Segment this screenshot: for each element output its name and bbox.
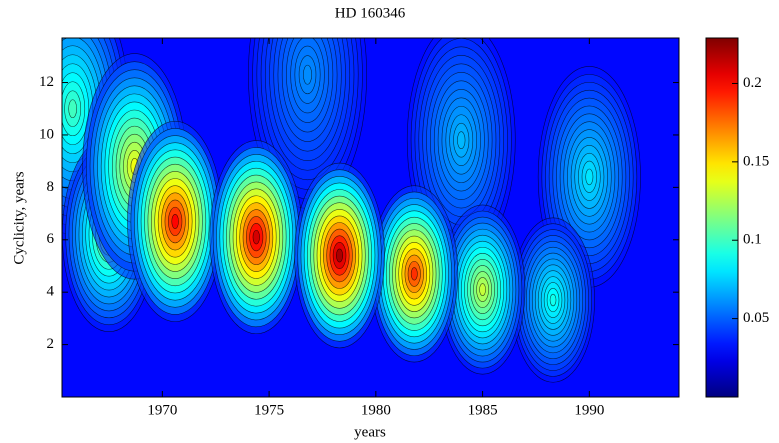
contour-band [171,213,179,229]
contour-band [549,293,557,307]
peak [511,217,595,383]
contour-band [585,168,594,186]
contour-band [410,267,418,281]
y-tick-label: 2 [47,336,55,352]
contour-band [336,248,344,263]
peak [127,120,224,322]
colorbar [705,37,739,398]
x-tick-label: 1975 [254,402,284,418]
x-tick-label: 1980 [361,402,391,418]
x-tick-label: 1985 [468,402,498,418]
peak [370,185,459,363]
colorbar-tick-label: 0.2 [743,75,762,91]
plot-area [62,38,679,397]
colorbar-tick-label: 0.05 [743,310,769,326]
colorbar-tick-label: 0.15 [743,153,769,169]
contour-band [479,283,486,296]
peak [294,162,385,349]
y-tick-label: 12 [39,74,54,90]
plot-frame [61,37,680,398]
y-tick-label: 10 [39,126,54,142]
contour-band [252,229,260,245]
x-tick-label: 1990 [574,402,604,418]
contour-band [302,64,313,85]
colorbar-tick-label: 0.1 [743,232,762,248]
contour-band [457,131,466,149]
y-tick-label: 6 [47,231,55,247]
x-tick-label: 1970 [147,402,177,418]
peak [439,204,526,375]
y-tick-label: 8 [47,179,55,195]
x-axis-label: years [354,424,386,440]
contour-band [68,99,78,119]
chart-subtitle: HD 160346 [335,5,406,21]
peak [209,140,304,335]
y-tick-label: 4 [47,284,55,300]
y-axis-label: Cyclicity, years [11,171,27,264]
